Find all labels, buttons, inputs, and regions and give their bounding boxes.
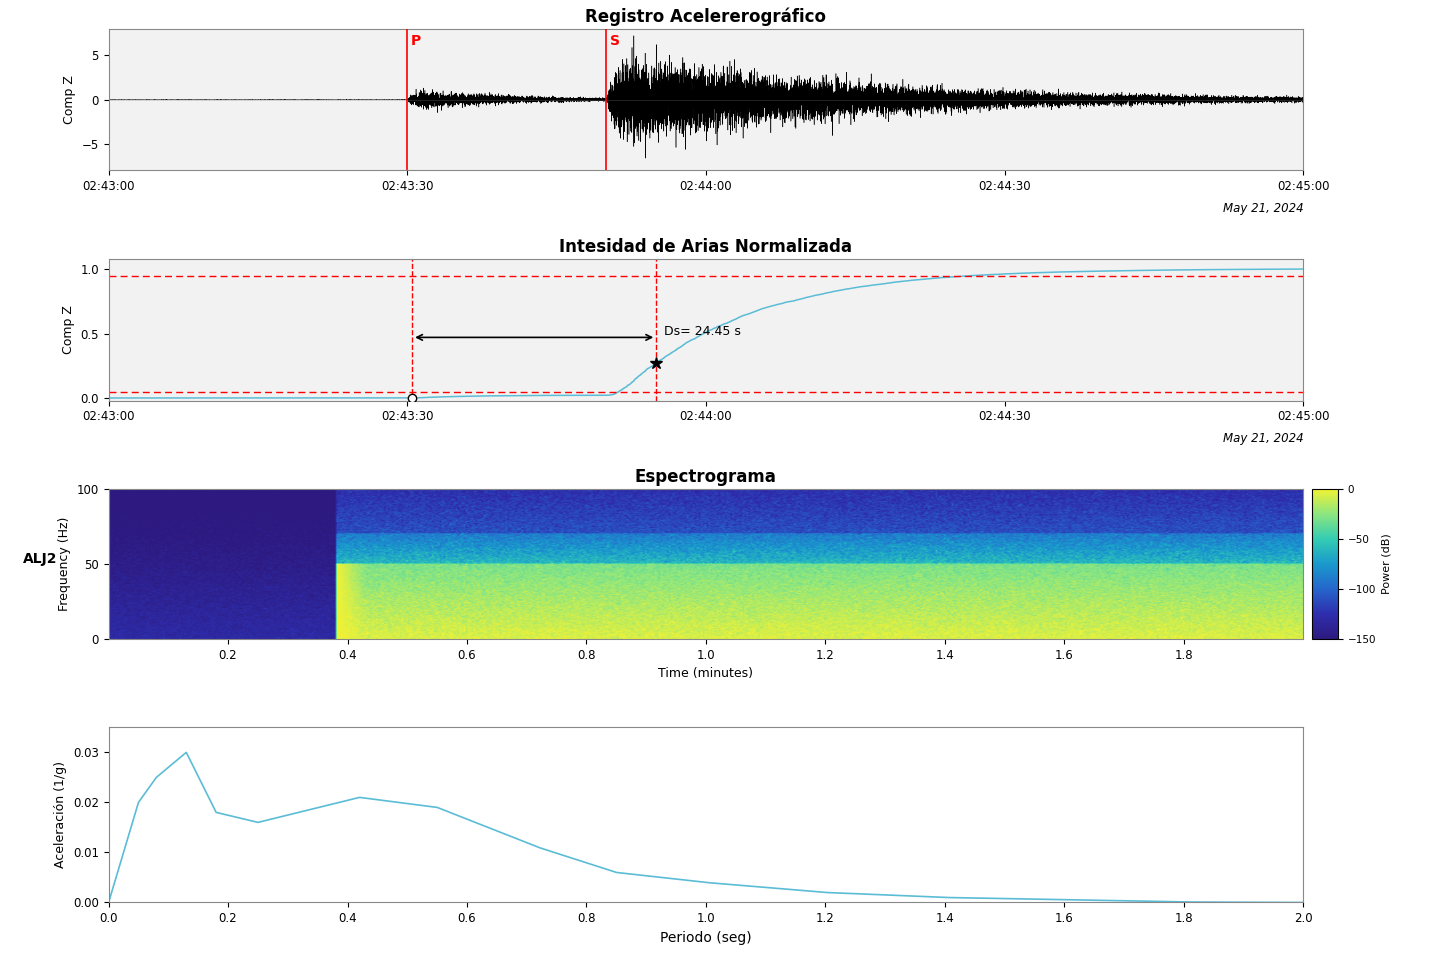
Y-axis label: Comp Z: Comp Z	[64, 75, 77, 124]
Text: P: P	[411, 33, 421, 48]
X-axis label: Periodo (seg): Periodo (seg)	[660, 931, 752, 944]
Title: Registro Acelererográfico: Registro Acelererográfico	[585, 8, 827, 26]
Title: Espectrograma: Espectrograma	[636, 468, 776, 486]
Title: Intesidad de Arias Normalizada: Intesidad de Arias Normalizada	[559, 238, 853, 256]
Text: May 21, 2024: May 21, 2024	[1222, 432, 1303, 445]
Text: ALJ2: ALJ2	[23, 552, 58, 565]
Y-axis label: Comp Z: Comp Z	[62, 306, 75, 354]
Y-axis label: Power (dB): Power (dB)	[1381, 534, 1392, 594]
Text: S: S	[611, 33, 620, 48]
Text: May 21, 2024: May 21, 2024	[1222, 202, 1303, 215]
Text: Ds= 24.45 s: Ds= 24.45 s	[665, 325, 741, 338]
Y-axis label: Frequency (Hz): Frequency (Hz)	[58, 517, 71, 611]
X-axis label: Time (minutes): Time (minutes)	[659, 668, 753, 680]
Y-axis label: Aceleración (1/g): Aceleración (1/g)	[55, 761, 67, 868]
